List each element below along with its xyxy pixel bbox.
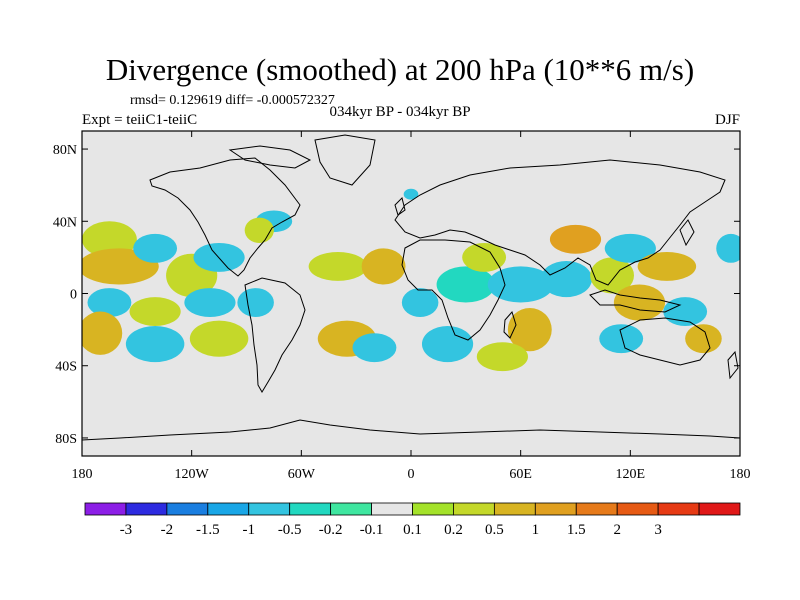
colorbar-label: -3 — [120, 522, 133, 538]
colorbar-label: -0.5 — [278, 522, 302, 538]
x-tick-label: 120W — [175, 467, 210, 482]
y-tick-label: 40S — [55, 360, 77, 375]
anomaly-patch — [244, 217, 274, 243]
season-label: DJF — [714, 112, 740, 128]
period-label: 034kyr BP - 034kyr BP — [329, 104, 471, 120]
colorbar-swatch — [534, 502, 577, 516]
anomaly-patch — [637, 251, 697, 281]
anomaly-patch — [125, 326, 185, 363]
coastline-north-america — [149, 157, 301, 277]
coastline-madagascar — [503, 310, 517, 339]
colorbar-swatch — [616, 502, 659, 516]
colorbar-label: 1 — [532, 522, 540, 538]
colorbar-swatch — [698, 502, 741, 516]
anomaly-patch — [82, 221, 137, 258]
colorbar-swatch — [289, 502, 332, 516]
coastline-eurasia — [394, 159, 726, 286]
anomaly-patch — [401, 288, 439, 317]
colorbar-swatch — [493, 502, 536, 516]
colorbar-swatch — [207, 502, 250, 516]
coastline-arctic-islands — [228, 145, 312, 169]
colorbar-label: -2 — [161, 522, 174, 538]
anomaly-patch — [663, 297, 708, 326]
anomaly-patch — [133, 233, 178, 263]
anomaly-patch — [599, 324, 644, 354]
colorbar-swatch — [330, 502, 372, 516]
colorbar-label: -0.2 — [319, 522, 343, 538]
colorbar-swatch — [166, 502, 209, 516]
x-tick-label: 180 — [72, 467, 93, 482]
coastline-new-zealand — [727, 350, 739, 380]
colorbar-label: -1 — [243, 522, 256, 538]
colorbar-label: 0.2 — [444, 522, 463, 538]
anomaly-patch — [421, 326, 474, 363]
x-tick-label: 60W — [288, 467, 316, 482]
coastline-japan — [679, 219, 695, 247]
anomaly-patch — [184, 288, 236, 317]
anomaly-patch — [487, 266, 554, 303]
anomaly-patch — [507, 307, 552, 352]
x-tick-label: 180 — [730, 467, 751, 482]
colorbar-label: 2 — [613, 522, 621, 538]
anomaly-patch — [476, 342, 528, 372]
colorbar-swatch — [84, 502, 127, 516]
anomaly-patch — [604, 233, 656, 263]
colorbar: -3 -2 -1.5 -1 -0.5 -0.2 -0.1 0.1 0.2 0.5 1 1.5 2 3 — [84, 502, 741, 538]
anomaly-patch — [716, 233, 740, 263]
y-tick-label: 40N — [53, 215, 77, 230]
coastline-africa — [401, 239, 506, 341]
coastlines — [82, 134, 740, 441]
colorbar-swatch — [657, 502, 700, 516]
coastline-australia — [619, 317, 711, 366]
coastline-south-america — [244, 277, 306, 393]
x-tick-label: 120E — [616, 467, 646, 482]
anomaly-patch — [352, 333, 397, 363]
anomaly-patch — [590, 257, 634, 294]
experiment-label: Expt = teiiC1-teiiC — [82, 112, 198, 128]
figure-title: Divergence (smoothed) at 200 hPa (10**6 … — [105, 52, 695, 87]
colorbar-swatch — [371, 502, 413, 516]
coastline-greenland — [314, 134, 376, 186]
colorbar-label: -0.1 — [360, 522, 384, 538]
anomaly-patch — [436, 266, 496, 303]
anomaly-patch — [82, 311, 123, 355]
colorbar-swatch — [412, 502, 454, 516]
colorbar-label: 0.1 — [403, 522, 422, 538]
colorbar-swatch — [125, 502, 168, 516]
anomaly-patch — [403, 188, 419, 200]
anomaly-patch — [462, 242, 507, 272]
colorbar-label: 0.5 — [485, 522, 504, 538]
x-tick-label: 0 — [408, 467, 415, 482]
y-tick-label: 80S — [55, 432, 77, 447]
coastline-antarctica — [82, 419, 740, 441]
colorbar-swatch — [575, 502, 618, 516]
anomaly-patch — [685, 324, 722, 354]
y-tick-label: 80N — [53, 143, 77, 158]
anomaly-patch — [540, 261, 592, 298]
colorbar-swatch — [453, 502, 495, 516]
anomaly-patch — [613, 284, 666, 321]
y-tick-label: 0 — [70, 288, 77, 303]
x-tick-label: 60E — [509, 467, 532, 482]
colorbar-label: 1.5 — [567, 522, 586, 538]
anomaly-patch — [129, 297, 181, 326]
stats-text: rmsd= 0.129619 diff= -0.000572327 — [130, 93, 335, 108]
y-axis: 80N 40N 0 40S 80S — [53, 143, 740, 447]
anomaly-patch — [361, 248, 406, 285]
colorbar-swatch — [248, 502, 291, 516]
anomaly-patch — [87, 288, 132, 317]
anomaly-patch — [308, 251, 368, 281]
anomaly-patch — [549, 224, 602, 254]
anomaly-patch — [237, 288, 274, 317]
anomaly-patch — [189, 320, 249, 357]
colorbar-label: 3 — [654, 522, 662, 538]
coastline-maritime-continent — [589, 289, 682, 313]
anomaly-field — [82, 188, 740, 372]
x-axis: 180 120W 60W 0 60E 120E 180 — [72, 131, 751, 482]
coastline-uk — [394, 197, 406, 216]
colorbar-label: -1.5 — [196, 522, 220, 538]
